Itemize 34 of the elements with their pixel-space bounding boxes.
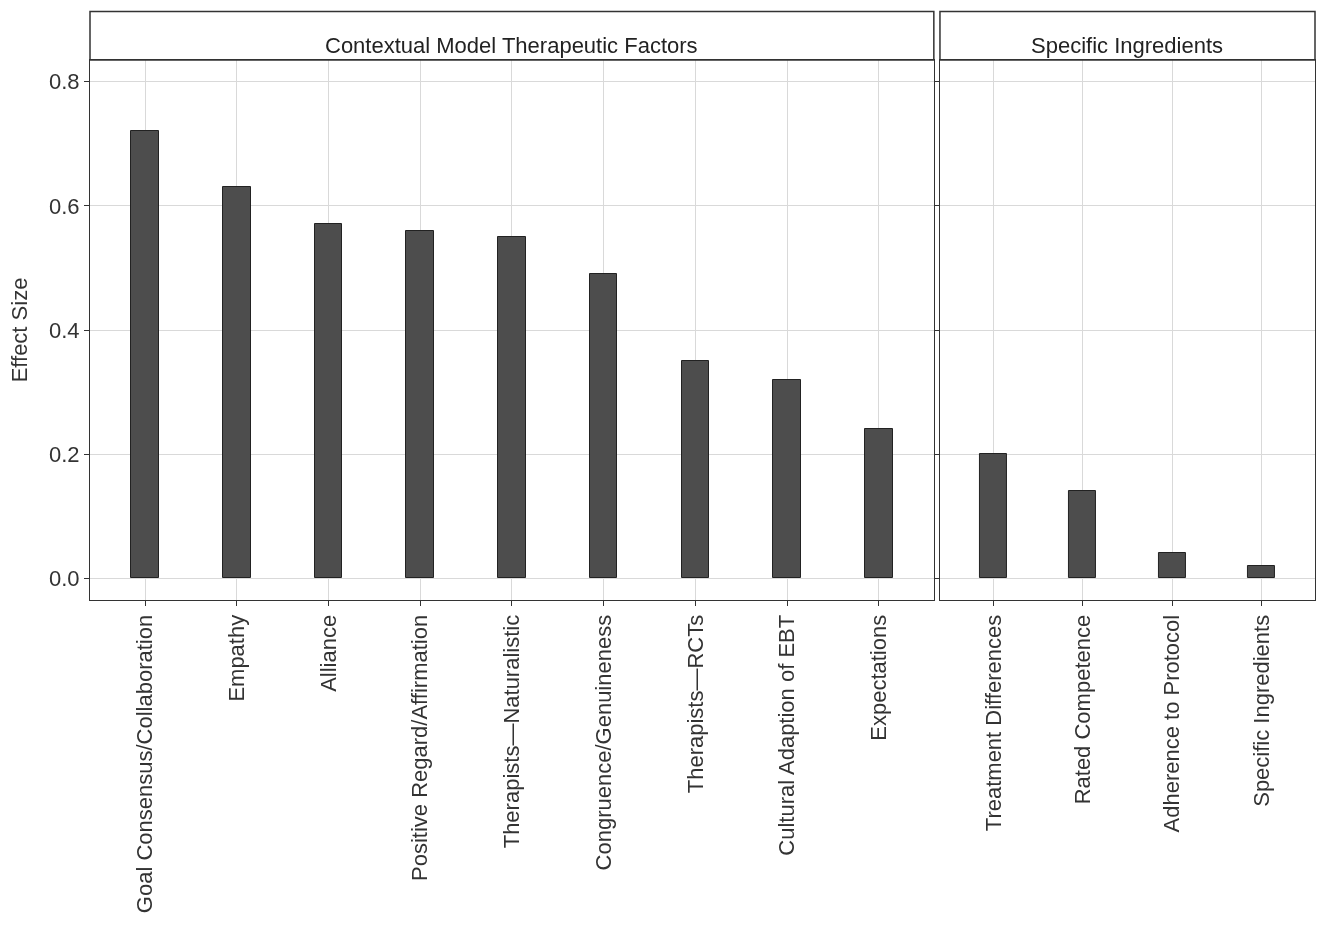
x-tick-label: Congruence/Genuineness — [590, 614, 616, 871]
bar — [130, 130, 159, 578]
y-tick-label: 0.2 — [49, 441, 80, 467]
bar — [1067, 490, 1096, 578]
x-tick-label: Therapists—Naturalistic — [499, 614, 525, 849]
bar — [222, 186, 251, 578]
x-tick-label: Positive Regard/Affirmation — [407, 614, 433, 881]
x-tick-label: Goal Consensus/Collaboration — [132, 614, 158, 914]
y-tick-label: 0.4 — [49, 317, 80, 343]
bar — [864, 428, 893, 578]
x-tick-label: Rated Competence — [1069, 614, 1095, 805]
y-tick-label: 0.6 — [49, 193, 80, 219]
bar — [405, 230, 434, 578]
x-tick-label: Cultural Adaption of EBT — [774, 614, 800, 856]
x-tick-label: Treatment Differences — [980, 614, 1006, 832]
bar — [497, 236, 526, 578]
bar — [314, 223, 342, 578]
x-tick-label: Therapists—RCTs — [682, 614, 708, 794]
x-tick-label: Empathy — [223, 614, 249, 702]
bar — [1246, 565, 1275, 578]
y-axis-title: Effect Size — [6, 277, 32, 383]
chart-title: Specific Ingredients — [1031, 33, 1223, 58]
y-tick-label: 0.0 — [49, 565, 80, 591]
x-tick-label: Expectations — [865, 614, 891, 741]
x-tick-label: Alliance — [315, 614, 341, 692]
bar — [589, 273, 617, 578]
chart-title: Contextual Model Therapeutic Factors — [325, 33, 698, 58]
x-tick-label: Specific Ingredients — [1248, 614, 1274, 807]
bar — [978, 453, 1007, 578]
x-tick-label: Adherence to Protocol — [1159, 614, 1185, 833]
y-tick-label: 0.8 — [49, 69, 80, 95]
bar — [1157, 552, 1186, 578]
bar — [681, 360, 709, 578]
bar — [772, 379, 801, 578]
